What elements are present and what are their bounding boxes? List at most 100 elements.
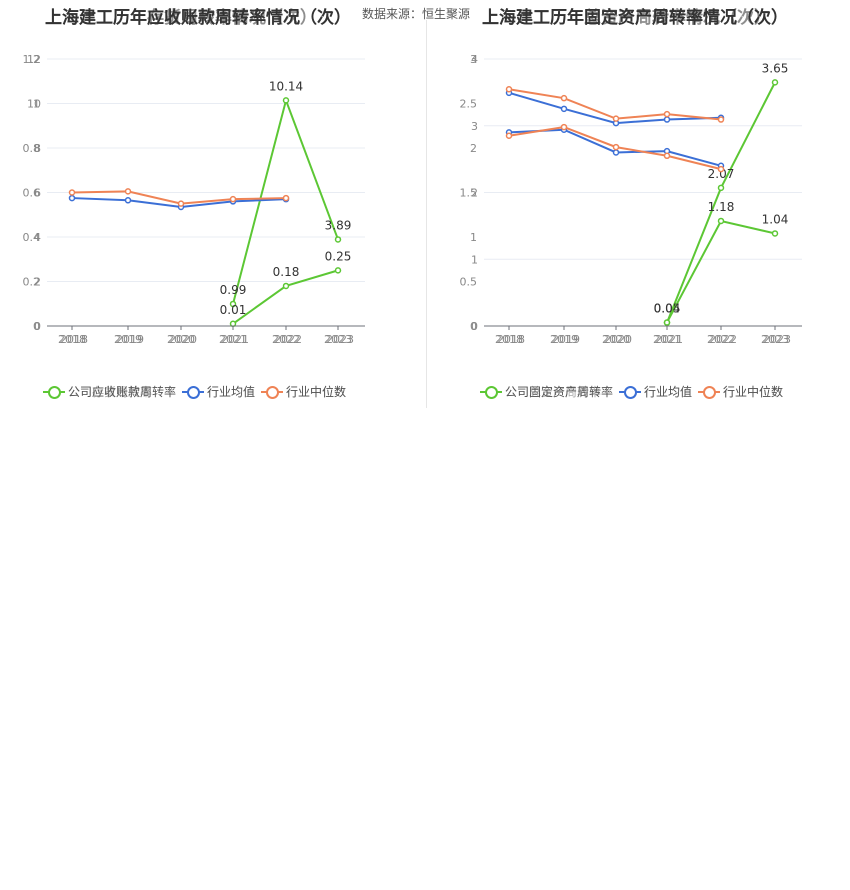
right-chart-legend-label-overlap: 公司总资产周转率 xyxy=(505,385,602,399)
left-chart-y-tick-label: 6 xyxy=(34,187,41,200)
right-chart-y-tick-label: 2 xyxy=(470,142,477,155)
right-chart-data-label: 0.05 xyxy=(654,302,681,316)
right-chart-x-tick-label: 2021 xyxy=(653,333,681,346)
right-chart-legend-item[interactable]: 行业中位数 行业中位数 xyxy=(698,383,783,400)
left-chart-svg: 0 2 4 6 8 10 12 2018 2019 2020 2021 2022 2023 0.99 10.… xyxy=(23,53,365,346)
right-chart-y-tick-label: 0 xyxy=(471,320,478,333)
left-chart-y-tick-label: 0 xyxy=(33,320,40,333)
right-chart-y-tick-label: 4 xyxy=(471,53,478,66)
right-chart-panel: 上海建工历年总资产周转率情况（次） 上海建工历年固定资产周转率情况（次） 0 1 2… xyxy=(427,0,850,410)
right-chart-data-point xyxy=(663,110,671,118)
right-chart-legend-item[interactable]: 行业均值 行业均值 xyxy=(619,383,692,400)
left-chart-data-point xyxy=(229,195,237,203)
legend-line-circle-icon xyxy=(480,385,502,399)
right-chart-legend-label: 行业中位数 xyxy=(723,385,784,399)
right-chart-x-tick-label: 2020 xyxy=(604,333,632,346)
left-chart-x-tick-label: 2018 xyxy=(58,333,86,346)
right-chart-data-point xyxy=(717,184,725,192)
panel-divider xyxy=(426,20,427,408)
right-chart-y-tick-label: 1 xyxy=(471,253,478,266)
left-chart-title: 上海建工历年应收账款周转率情况（次） xyxy=(45,8,351,28)
left-chart-legend-item[interactable]: 公司存货周转率 公司应收账款周转率 xyxy=(43,383,176,400)
right-chart-x-tick-label: 2020 xyxy=(602,333,630,346)
data-source: 数据来源：恒生聚源 xyxy=(362,7,471,21)
right-chart-y-tick-label: 3 xyxy=(470,53,477,66)
right-chart-data-point xyxy=(505,132,513,140)
left-chart-y-tick-label: 0.2 xyxy=(23,276,41,289)
left-chart-y-tick-label: 4 xyxy=(34,231,41,244)
left-chart-x-tick-label: 2023 xyxy=(326,333,354,346)
right-chart-data-point xyxy=(612,143,620,151)
right-chart-y-tick-label: 0 xyxy=(470,320,477,333)
right-chart-data-point xyxy=(612,115,620,122)
left-chart-y-tick-label: 2 xyxy=(34,276,41,289)
left-chart-x-tick-label: 2019 xyxy=(116,333,144,346)
right-chart-y-tick-label: 2 xyxy=(471,187,478,200)
right-chart-x-tick-label: 2022 xyxy=(709,333,737,346)
right-chart-data-label: 2.07 xyxy=(708,167,735,181)
left-chart-legend-item[interactable]: 行业中位数 行业中位数 xyxy=(261,383,346,400)
right-chart-data-point xyxy=(717,116,725,123)
right-chart-legend-item[interactable]: 公司总资产周转率 公司固定资产周转率 xyxy=(480,383,613,400)
left-chart-data-point xyxy=(229,300,237,308)
left-chart-data-point xyxy=(282,194,290,202)
left-chart-x-tick-label: 2020 xyxy=(169,333,197,346)
left-chart-y-tick-label: 10 xyxy=(27,98,41,111)
left-chart-data-label: 10.14 xyxy=(269,79,303,93)
right-chart-y-tick-label: 3 xyxy=(471,120,478,133)
legend-line-circle-icon xyxy=(43,385,65,399)
right-chart-x-tick-label: 2023 xyxy=(763,333,791,346)
left-chart-data-label: 0.99 xyxy=(220,283,247,297)
left-chart-data-point xyxy=(282,282,290,290)
right-chart-x-tick-label: 2022 xyxy=(707,333,735,346)
left-chart-x-tick-label: 2023 xyxy=(324,333,352,346)
right-chart-x-tick-label: 2023 xyxy=(761,333,789,346)
left-chart-legend-label-overlap: 行业中位数 xyxy=(286,385,347,399)
right-chart-y-tick-label: 2.5 xyxy=(460,98,478,111)
right-chart-data-label: 1.18 xyxy=(708,200,735,214)
right-chart-x-tick-label: 2021 xyxy=(655,333,683,346)
left-chart-legend-label: 行业均值 xyxy=(207,385,256,399)
right-chart-legend: 公司总资产周转率 公司固定资产周转率 行业均值 行业均值 行业中位数 行业中位数 xyxy=(480,383,789,400)
right-chart-x-tick-label: 2018 xyxy=(495,333,523,346)
right-chart-legend-label-overlap: 行业中位数 xyxy=(723,385,784,399)
legend-line-circle-icon xyxy=(182,385,205,399)
left-chart-y-tick-label: 0.8 xyxy=(23,142,41,155)
left-chart-y-tick-label: 0.6 xyxy=(23,187,41,200)
left-chart-y-tick-label: 12 xyxy=(27,53,41,66)
right-chart-data-point xyxy=(717,165,725,173)
left-chart-x-tick-label: 2019 xyxy=(114,333,142,346)
left-chart-panel: 上海建工历年存货周转率情况（次） 上海建工历年应收账款周转率情况（次） 0 2 4 6… xyxy=(0,0,426,410)
left-chart-x-tick-label: 2021 xyxy=(219,333,247,346)
left-chart-data-label: 3.89 xyxy=(325,218,352,232)
left-chart-data-point xyxy=(124,197,132,204)
left-chart-x-tick-label: 2018 xyxy=(60,333,88,346)
right-chart-series-line xyxy=(508,88,722,121)
right-chart-data-point xyxy=(717,217,725,225)
right-chart-data-point xyxy=(612,149,620,156)
left-chart-y-tick-label: 1.2 xyxy=(23,53,41,66)
left-chart-legend-item[interactable]: 行业均值 行业均值 xyxy=(182,383,255,400)
right-chart-data-label: 3.65 xyxy=(762,61,789,75)
right-chart-data-point xyxy=(505,86,513,93)
right-chart-title: 上海建工历年固定资产周转率情况（次） xyxy=(482,8,788,28)
right-chart-data-point xyxy=(560,123,568,131)
left-chart-y-tick-label: 8 xyxy=(34,142,41,155)
right-chart-data-point xyxy=(663,319,671,326)
left-chart-title-overlap: 上海建工历年存货周转率情况（次） xyxy=(45,8,317,28)
right-chart-data-point xyxy=(663,116,671,123)
left-chart-y-tick-label: 0 xyxy=(34,320,41,333)
left-chart-legend-label-overlap: 行业均值 xyxy=(207,385,256,399)
right-chart-y-tick-label: 1 xyxy=(470,231,477,244)
left-chart-x-tick-label: 2020 xyxy=(167,333,195,346)
left-chart-legend-label-overlap: 公司存货周转率 xyxy=(68,385,153,399)
right-chart-y-tick-label: 1.5 xyxy=(460,187,478,200)
right-chart-y-tick-label: 0.5 xyxy=(460,276,478,289)
left-chart-data-point xyxy=(177,200,185,207)
right-chart-legend-label: 行业均值 xyxy=(644,385,693,399)
left-chart-data-point xyxy=(124,188,132,195)
right-chart-x-tick-label: 2019 xyxy=(550,333,578,346)
left-chart-x-tick-label: 2022 xyxy=(272,333,300,346)
left-chart-data-point xyxy=(334,236,342,243)
